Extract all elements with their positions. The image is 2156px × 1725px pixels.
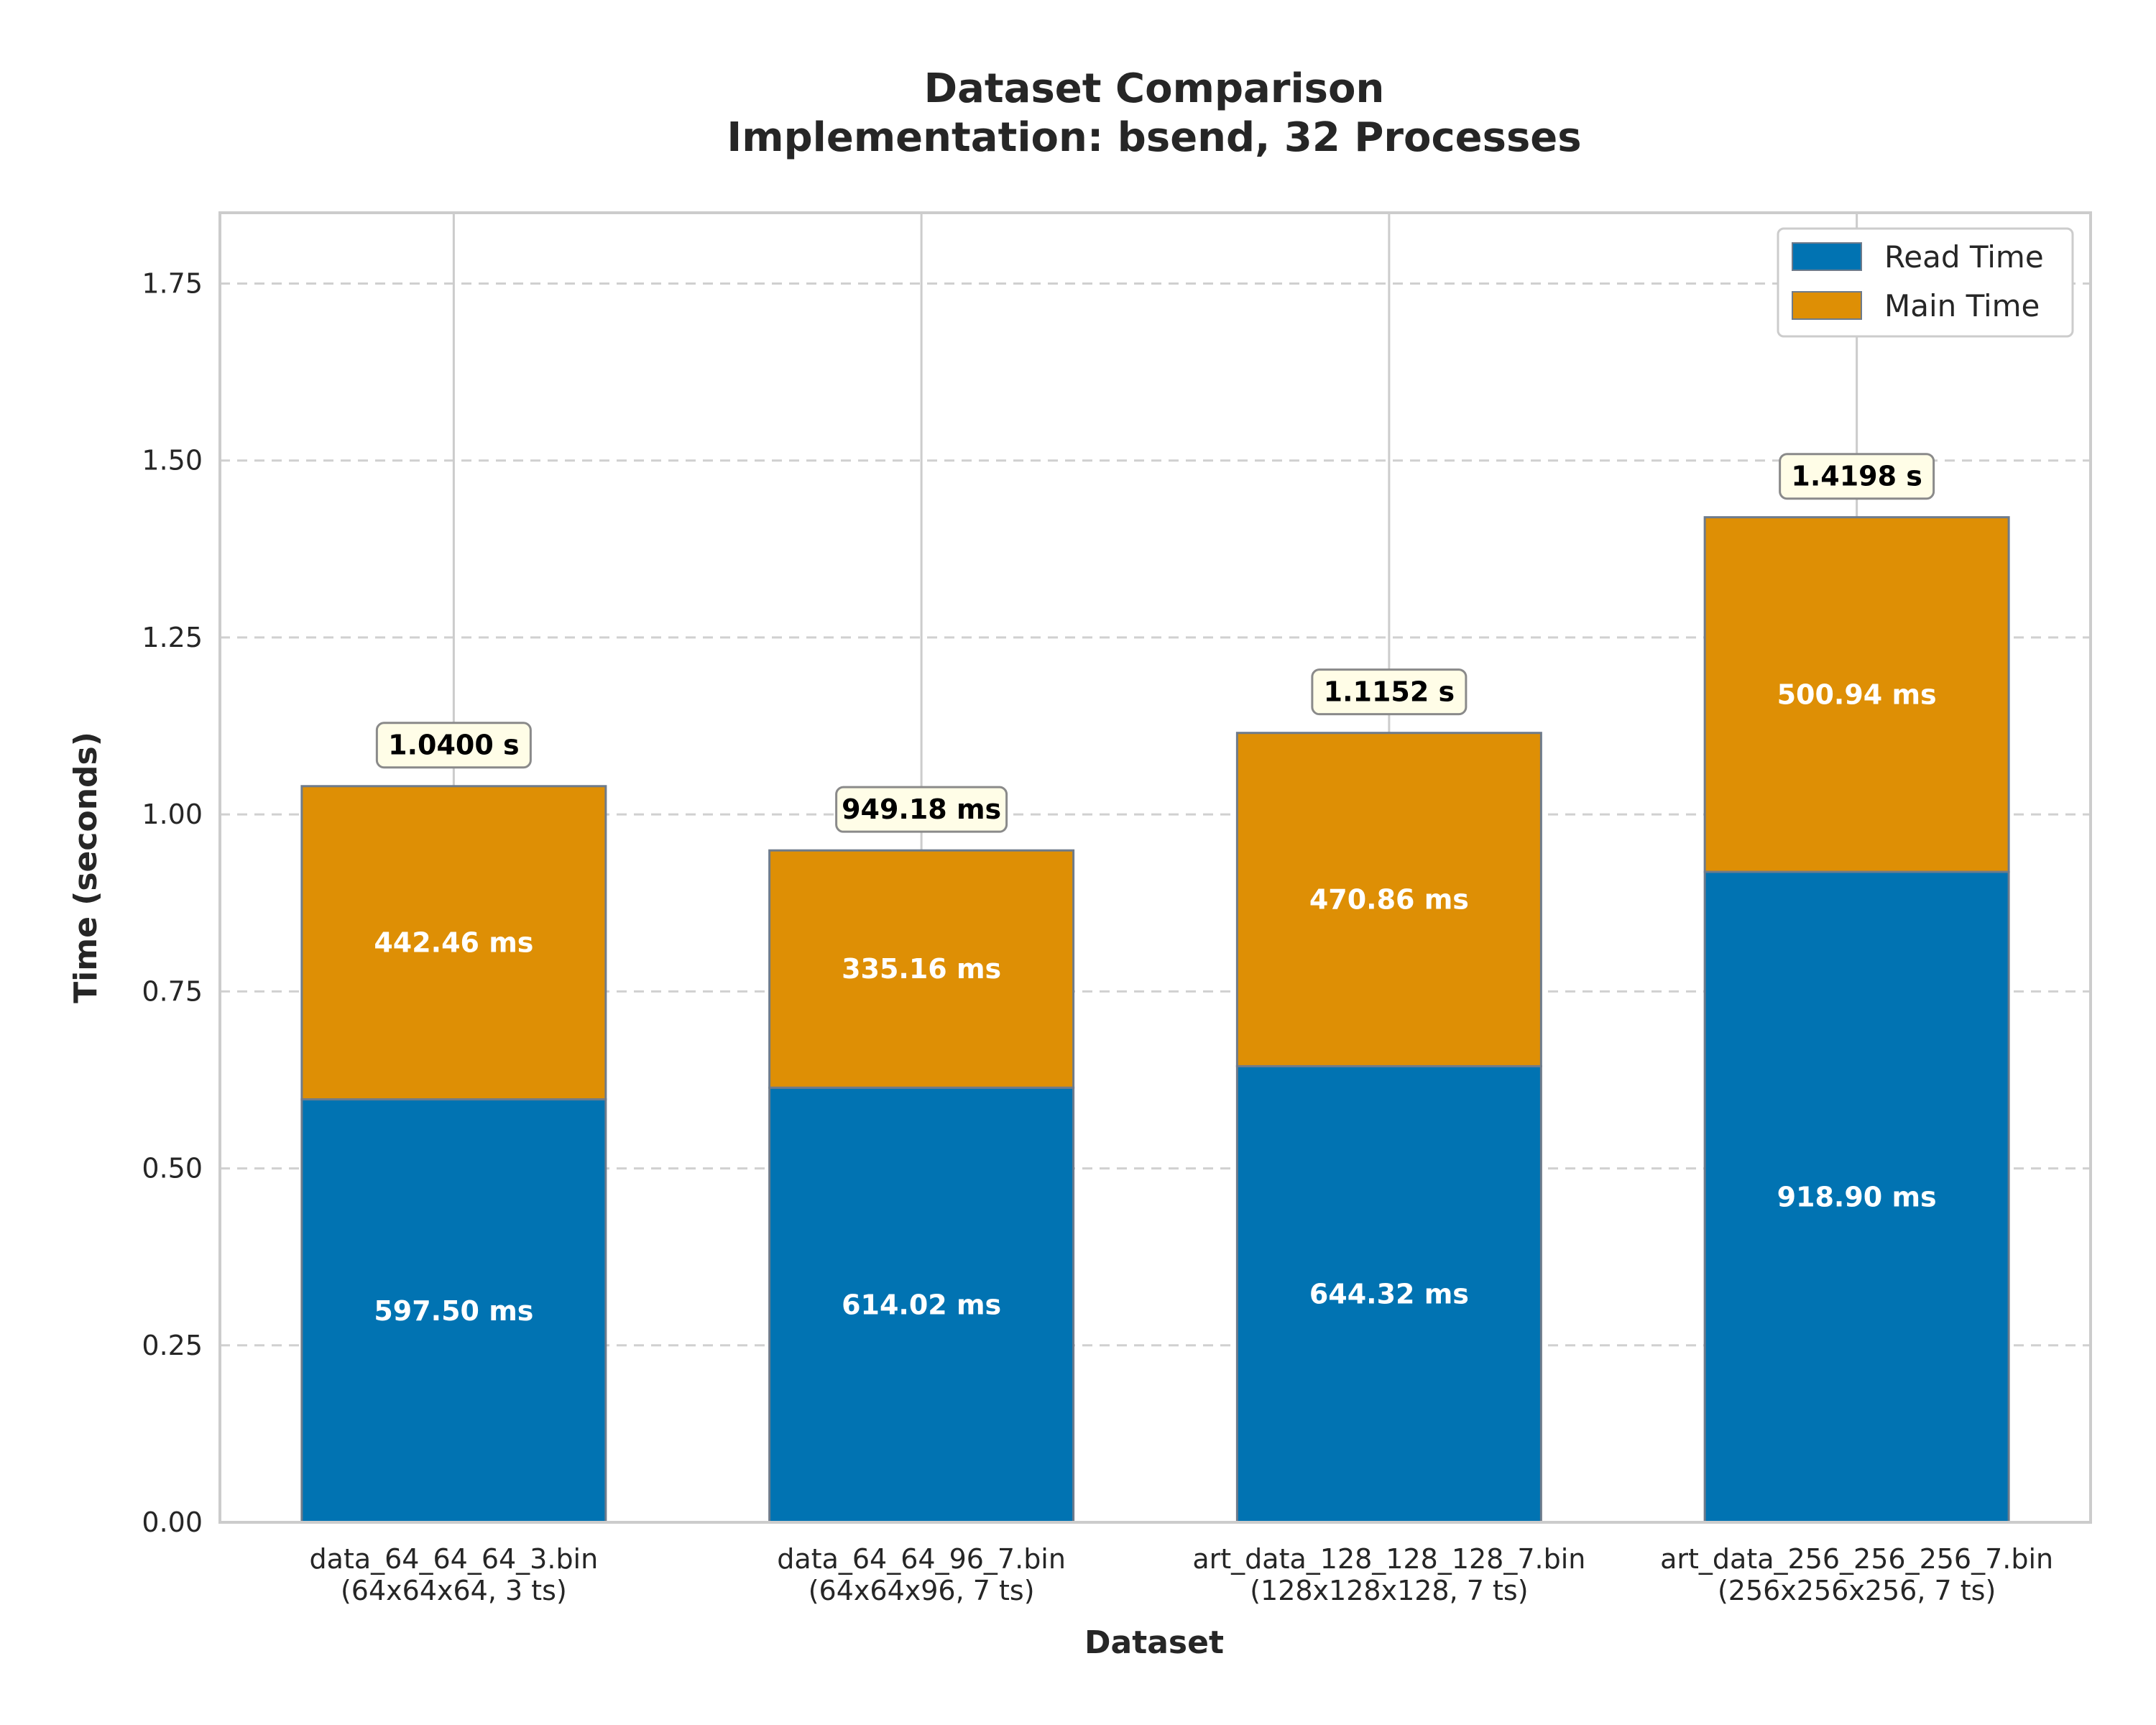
- bar-segment-read-time: [768, 1086, 1075, 1524]
- x-axis-label: Dataset: [1084, 1624, 1224, 1661]
- y-axis-ticks: 0.00 0.25 0.50 0.75 1.00 1.25 1.50 1.75: [142, 267, 203, 1538]
- x-tick-label: (64x64x64, 3 ts): [341, 1575, 567, 1606]
- total-value-label: 1.4198 s: [1791, 461, 1922, 492]
- legend-label-read-time: Read Time: [1884, 239, 2044, 275]
- total-label-box: [1311, 668, 1468, 716]
- y-tick-label: 0.25: [142, 1330, 203, 1361]
- y-tick-label: 0.00: [142, 1506, 203, 1538]
- x-tick-label: data_64_64_96_7.bin: [777, 1543, 1066, 1575]
- y-tick-label: 0.75: [142, 975, 203, 1007]
- legend: Read Time Main Time: [1777, 227, 2074, 338]
- legend-swatch-read-time: [1792, 242, 1862, 271]
- x-tick-label: (64x64x96, 7 ts): [808, 1575, 1035, 1606]
- bar-labels: 597.50 ms 442.46 ms 1.0400 s 614.02 ms 335.1…: [374, 453, 1937, 1327]
- chart-subtitle: Implementation: bsend, 32 Processes: [727, 114, 1581, 161]
- plot-frame: [218, 211, 2092, 1524]
- legend-label-main-time: Main Time: [1884, 288, 2040, 323]
- bar-segment-read-time: [1703, 870, 2010, 1524]
- segment-value-label: 614.02 ms: [842, 1289, 1001, 1321]
- y-tick-label: 1.25: [142, 622, 203, 653]
- bars: [300, 516, 2010, 1524]
- x-axis-ticks: data_64_64_64_3.bin(64x64x64, 3 ts) data_…: [310, 1543, 2054, 1606]
- total-value-label: 949.18 ms: [842, 794, 1001, 825]
- total-value-label: 1.1152 s: [1324, 676, 1455, 708]
- total-label-box: [835, 786, 1008, 833]
- bar-segment-read-time: [1235, 1064, 1542, 1524]
- x-tick-label: (128x128x128, 7 ts): [1250, 1575, 1528, 1606]
- bar-segment-read-time: [300, 1098, 607, 1524]
- x-tick-label: data_64_64_64_3.bin: [310, 1543, 599, 1575]
- bar-segment-main-time: [1235, 732, 1542, 1067]
- x-tick-label: (256x256x256, 7 ts): [1718, 1575, 1996, 1606]
- legend-swatch-main-time: [1792, 291, 1862, 320]
- y-axis-label: Time (seconds): [68, 732, 104, 1003]
- y-tick-label: 1.50: [142, 445, 203, 477]
- segment-value-label: 335.16 ms: [842, 953, 1001, 985]
- total-label-box: [1779, 453, 1935, 500]
- x-tick-label: art_data_128_128_128_7.bin: [1192, 1543, 1585, 1575]
- total-value-label: 1.0400 s: [388, 730, 520, 761]
- y-tick-label: 1.00: [142, 799, 203, 830]
- y-tick-label: 1.75: [142, 267, 203, 299]
- bar-segment-main-time: [1703, 516, 2010, 873]
- segment-value-label: 918.90 ms: [1777, 1182, 1937, 1213]
- y-tick-label: 0.50: [142, 1153, 203, 1184]
- bar-segment-main-time: [300, 785, 607, 1101]
- chart-title: Dataset Comparison: [924, 65, 1385, 112]
- x-tick-label: art_data_256_256_256_7.bin: [1660, 1543, 2053, 1575]
- segment-value-label: 442.46 ms: [374, 927, 533, 959]
- bar-segment-main-time: [768, 849, 1075, 1089]
- segment-value-label: 597.50 ms: [374, 1295, 533, 1327]
- segment-value-label: 470.86 ms: [1309, 884, 1469, 916]
- total-label-box: [375, 722, 532, 769]
- segment-value-label: 500.94 ms: [1777, 678, 1937, 710]
- segment-value-label: 644.32 ms: [1309, 1279, 1469, 1310]
